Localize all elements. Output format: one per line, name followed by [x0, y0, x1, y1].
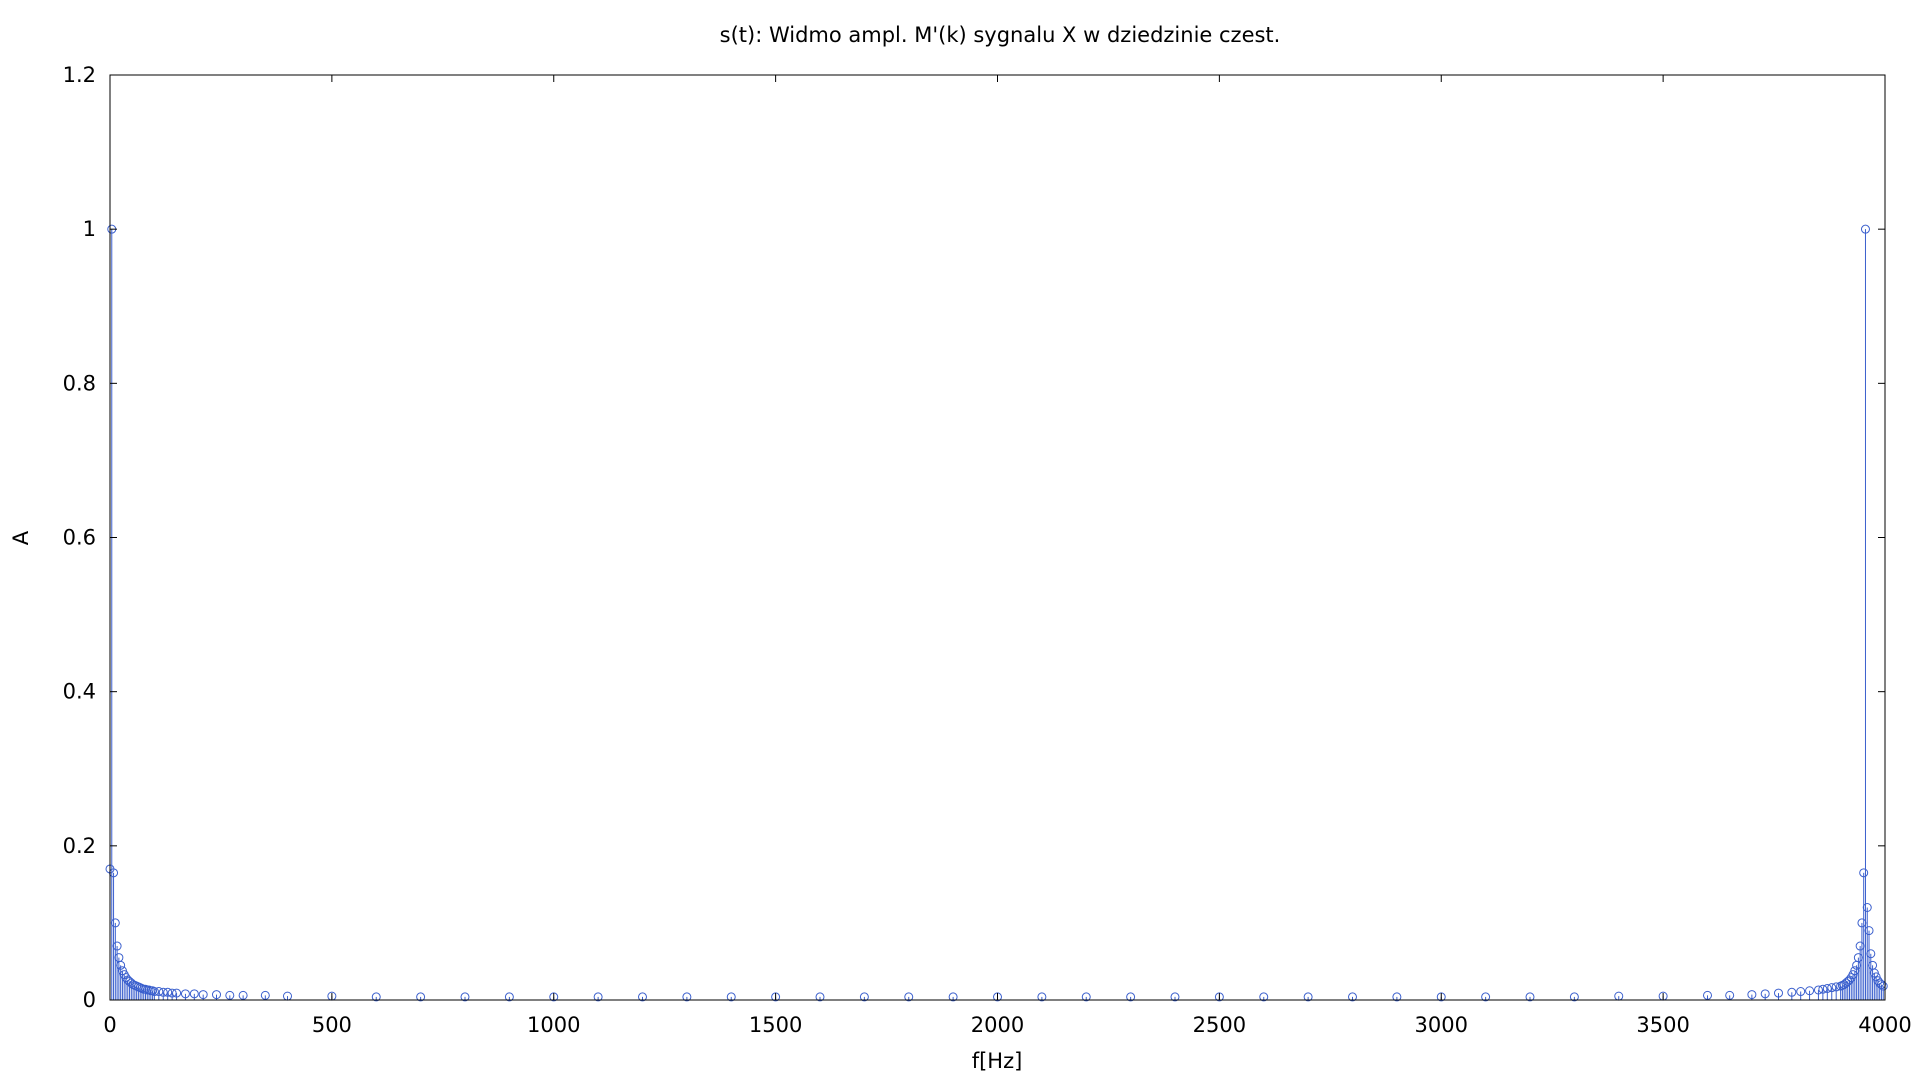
- x-tick-label: 3500: [1636, 1013, 1689, 1037]
- stem-marker: [549, 992, 559, 1002]
- stem-marker: [948, 992, 958, 1002]
- stem-marker: [1866, 949, 1876, 959]
- stem-marker: [1859, 868, 1869, 878]
- stem-marker: [993, 992, 1002, 1002]
- ticks-layer: 0 500 1000 1500 2000 2500 3000 3500 4000 0 0.2 0.4 0…: [63, 63, 1912, 1037]
- stem-marker: [1796, 987, 1806, 997]
- x-axis-label: f[Hz]: [972, 1049, 1023, 1073]
- stem-marker: [172, 988, 182, 998]
- x-tick-label: 3000: [1415, 1013, 1468, 1037]
- stem-marker: [1348, 992, 1357, 1002]
- x-tick-label: 1500: [749, 1013, 802, 1037]
- y-tick-label: 0.4: [63, 680, 96, 704]
- stem-marker: [504, 992, 514, 1002]
- stem-marker: [198, 990, 208, 1000]
- x-tick-label: 1000: [527, 1013, 580, 1037]
- stem-marker: [1860, 224, 1870, 234]
- y-tick-label: 0.6: [63, 526, 96, 550]
- stem-marker: [1481, 992, 1491, 1002]
- stem-marker: [416, 992, 426, 1002]
- x-tick-label: 0: [103, 1013, 116, 1037]
- x-tick-label: 500: [312, 1013, 352, 1037]
- stem-marker: [1303, 992, 1313, 1002]
- stem-marker: [154, 987, 164, 997]
- stem-marker: [1214, 992, 1224, 1002]
- stem-marker: [189, 989, 199, 999]
- stem-marker: [1525, 992, 1535, 1002]
- y-tick-label: 0: [83, 988, 96, 1012]
- stem-marker: [859, 992, 869, 1002]
- stem-marker: [225, 990, 235, 1000]
- stem-marker: [815, 992, 825, 1002]
- stem-marker: [726, 992, 736, 1002]
- stem-marker: [460, 992, 470, 1002]
- stem-marker: [1392, 992, 1402, 1002]
- stem-marker: [180, 989, 190, 999]
- stem-marker: [1259, 992, 1269, 1002]
- stem-marker: [116, 960, 126, 970]
- stem-marker: [371, 992, 381, 1002]
- y-tick-label: 0.8: [63, 371, 96, 395]
- stem-marker: [1703, 990, 1712, 1000]
- stem-marker: [1878, 981, 1888, 991]
- stem-marker: [593, 992, 603, 1002]
- stem-marker: [260, 990, 270, 1000]
- stem-marker: [904, 992, 914, 1002]
- stem-marker: [1170, 992, 1180, 1002]
- stem-marker: [771, 992, 781, 1002]
- stem-marker: [1805, 986, 1815, 996]
- stem-marker: [1864, 926, 1874, 936]
- stem-marker: [1760, 989, 1770, 999]
- stem-marker: [1037, 992, 1047, 1002]
- stem-marker: [110, 918, 120, 928]
- stem-marker: [682, 992, 692, 1002]
- y-tick-label: 0.2: [63, 834, 96, 858]
- stem-marker: [1126, 992, 1136, 1002]
- x-tick-label: 4000: [1858, 1013, 1911, 1037]
- stem-marker: [112, 941, 122, 951]
- y-axis-label: A: [9, 530, 33, 545]
- stem-marker: [1081, 992, 1091, 1002]
- stem-marker: [1747, 990, 1757, 1000]
- y-tick-label: 1.2: [63, 63, 96, 87]
- stem-marker: [238, 990, 248, 1000]
- stem-marker: [212, 990, 221, 1000]
- stem-marker: [163, 987, 173, 997]
- stem-marker: [1862, 903, 1872, 912]
- chart-title: s(t): Widmo ampl. M'(k) sygnalu X w dzie…: [720, 23, 1281, 47]
- y-tick-label: 1: [83, 217, 96, 241]
- stem-marker: [638, 992, 647, 1002]
- stem-marker: [1787, 987, 1797, 997]
- stem-marker: [1569, 992, 1579, 1002]
- stem-marker: [1725, 990, 1735, 1000]
- stem-marker: [1436, 992, 1446, 1002]
- stem-marker: [1774, 988, 1783, 998]
- x-tick-label: 2500: [1193, 1013, 1246, 1037]
- x-tick-label: 2000: [971, 1013, 1024, 1037]
